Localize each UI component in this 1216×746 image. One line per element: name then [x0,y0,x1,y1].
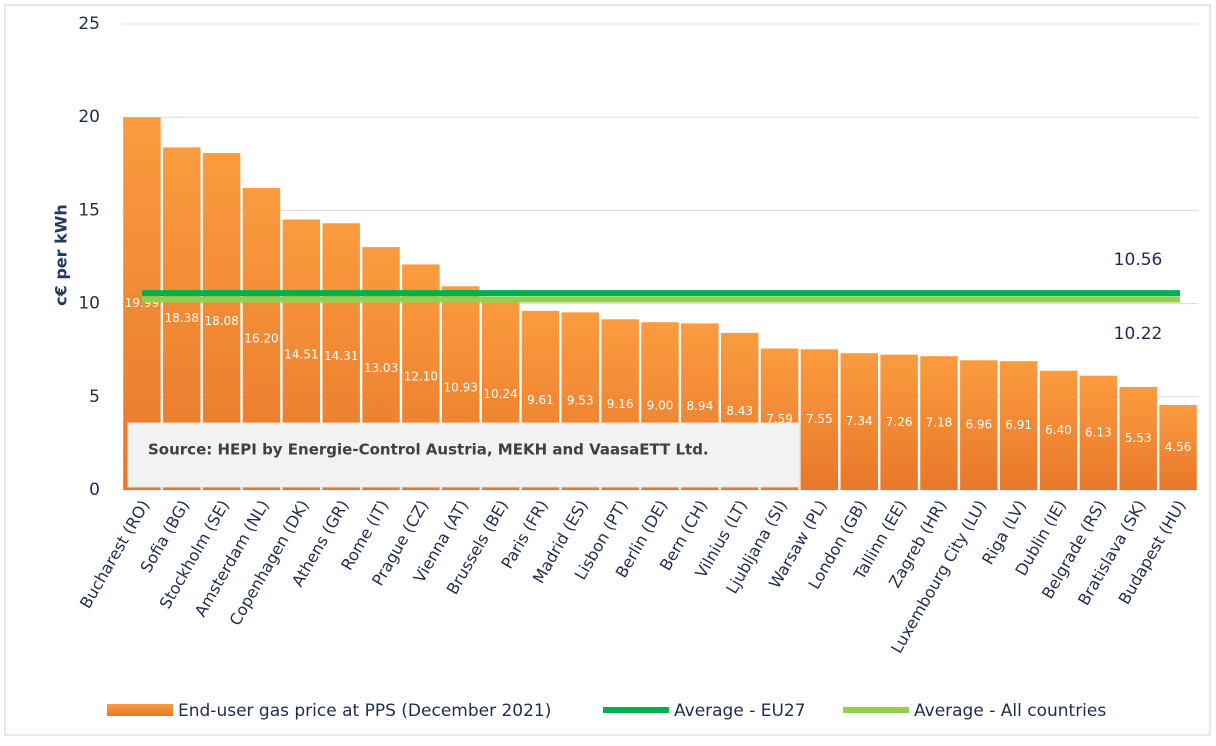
legend-swatch [107,704,173,716]
bar [880,354,918,490]
value-label: 14.51 [284,347,318,361]
value-label: 9.16 [607,397,634,411]
value-label: 8.94 [686,399,713,413]
bar [840,353,878,490]
value-label: 9.00 [647,399,674,413]
legend-label: End-user gas price at PPS (December 2021… [178,701,551,721]
average-label: 10.22 [1114,324,1163,344]
bar [920,356,958,490]
value-label: 7.34 [846,414,873,428]
bar [999,361,1038,490]
bar [1119,386,1157,490]
value-label: 18.08 [204,314,238,328]
value-label: 7.55 [806,412,833,426]
value-label: 16.20 [244,332,278,346]
bar [1159,405,1197,490]
value-label: 10.24 [483,387,517,401]
legend-label: Average - All countries [914,701,1106,721]
y-tick-label: 25 [78,14,100,34]
bar [1079,375,1118,490]
value-label: 9.61 [527,393,554,407]
value-label: 9.53 [567,394,594,408]
value-label: 4.56 [1165,440,1192,454]
value-label: 6.40 [1045,423,1072,437]
bar [960,360,998,490]
value-label: 6.13 [1085,425,1112,439]
legend-label: Average - EU27 [674,701,806,721]
value-label: 7.26 [886,415,913,429]
value-label: 8.43 [726,404,753,418]
average-label: 10.56 [1114,250,1163,270]
value-label: 13.03 [364,361,398,375]
y-tick-label: 15 [78,200,100,220]
value-label: 10.93 [444,381,478,395]
bar [800,349,839,490]
value-label: 7.59 [766,412,793,426]
value-label: 14.31 [324,349,358,363]
bar [1039,370,1078,490]
source-box [127,422,801,488]
value-label: 6.91 [1005,418,1032,432]
y-axis-label: c€ per kWh [52,204,71,306]
y-tick-label: 10 [78,294,100,314]
value-label: 5.53 [1125,431,1152,445]
y-tick-label: 5 [89,387,100,407]
value-label: 12.10 [404,370,438,384]
value-label: 7.18 [926,416,953,430]
value-label: 18.38 [165,311,199,325]
y-tick-label: 20 [78,107,100,127]
y-tick-label: 0 [89,480,100,500]
source-note: Source: HEPI by Energie-Control Austria,… [148,441,709,459]
value-label: 6.96 [965,418,992,432]
